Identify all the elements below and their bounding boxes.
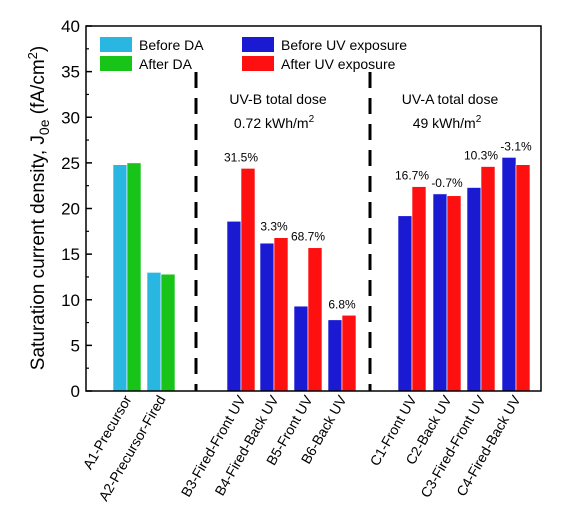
legend: Before DA After DA Before UV exposure Af… xyxy=(100,37,407,72)
bar-after-uv-exposure-2 xyxy=(240,168,256,392)
y-tick-label: 40 xyxy=(61,17,80,36)
dose-uvb-sup: 2 xyxy=(309,114,315,125)
bar-before-uv-exposure-9 xyxy=(501,157,517,392)
y-axis-title-unit-sup: 2 xyxy=(25,52,40,59)
percent-change-label: -0.7% xyxy=(431,176,463,190)
legend-label-before-da: Before DA xyxy=(139,37,204,53)
legend-label-before-uv: Before UV exposure xyxy=(281,37,407,53)
bar-after-uv-exposure-3 xyxy=(273,237,289,392)
dose-uva-sup: 2 xyxy=(476,114,482,125)
bar-after-uv-exposure-5 xyxy=(341,314,357,392)
y-tick-label: 20 xyxy=(61,200,80,219)
plot-frame xyxy=(85,25,542,392)
bar-before-uv-exposure-8 xyxy=(466,187,482,392)
dose-uvb-value: 0.72 kWh/m xyxy=(234,115,309,131)
percent-change-label: 3.3% xyxy=(260,220,288,234)
y-axis-title-unit: (fA/cm xyxy=(28,59,49,119)
bar-after-uv-exposure-7 xyxy=(446,195,462,392)
legend-swatch-after-da xyxy=(100,56,132,71)
bars-group xyxy=(112,157,531,392)
dose-label-uvb-line1: UV-B total dose xyxy=(229,91,326,107)
bar-before-uv-exposure-4 xyxy=(293,305,309,392)
y-axis-ticks: 0 5 10 15 20 25 30 35 40 xyxy=(61,17,92,401)
bar-before-uv-exposure-2 xyxy=(226,220,242,392)
y-axis-title: Saturation current density, J0e (fA/cm2) xyxy=(25,46,52,370)
y-tick-label: 0 xyxy=(71,382,80,401)
bar-before-uv-exposure-3 xyxy=(259,242,275,392)
percent-change-label: 16.7% xyxy=(395,169,429,183)
y-tick-label: 5 xyxy=(71,336,80,355)
y-axis-title-close: ) xyxy=(28,46,49,52)
y-tick-label: 15 xyxy=(61,245,80,264)
percent-change-label: 10.3% xyxy=(464,149,498,163)
y-tick-label: 10 xyxy=(61,291,80,310)
y-axis-title-sub: 0e xyxy=(36,119,52,135)
bar-before-uv-exposure-6 xyxy=(397,215,413,392)
bar-after-uv-exposure-4 xyxy=(307,247,323,392)
bar-after-da-0 xyxy=(126,162,142,392)
bar-after-uv-exposure-9 xyxy=(515,164,531,392)
percent-change-label: 31.5% xyxy=(224,150,258,164)
y-axis-title-main: Saturation current density, J xyxy=(28,135,49,370)
bar-after-uv-exposure-8 xyxy=(480,166,496,392)
percent-change-label: 6.8% xyxy=(328,297,356,311)
legend-label-after-da: After DA xyxy=(139,56,193,72)
percent-change-label: 68.7% xyxy=(291,230,325,244)
bar-before-uv-exposure-5 xyxy=(327,319,343,392)
bar-before-da-0 xyxy=(112,164,128,392)
x-category-label: C4-Fired-Back UV xyxy=(453,392,524,499)
bar-after-uv-exposure-6 xyxy=(411,186,427,392)
bar-before-uv-exposure-7 xyxy=(432,193,448,392)
dose-label-uvb-line2: 0.72 kWh/m2 xyxy=(234,114,315,131)
percent-change-label: -3.1% xyxy=(500,139,532,153)
dose-label-uva-line2: 49 kWh/m2 xyxy=(413,114,482,131)
bar-before-da-1 xyxy=(146,272,162,392)
dose-label-uva-line1: UV-A total dose xyxy=(402,91,499,107)
y-tick-label: 35 xyxy=(61,63,80,82)
legend-label-after-uv: After UV exposure xyxy=(281,56,396,72)
legend-swatch-before-da xyxy=(100,37,132,52)
dose-uva-value: 49 kWh/m xyxy=(413,115,476,131)
legend-swatch-after-uv xyxy=(242,56,274,71)
percent-annotations: 31.5% 3.3%68.7% 6.8% 16.7%-0.7%10.3%-3.1% xyxy=(224,139,532,311)
legend-swatch-before-uv xyxy=(242,37,274,52)
y-tick-label: 25 xyxy=(61,154,80,173)
y-tick-label: 30 xyxy=(61,108,80,127)
bar-after-da-1 xyxy=(160,273,176,392)
